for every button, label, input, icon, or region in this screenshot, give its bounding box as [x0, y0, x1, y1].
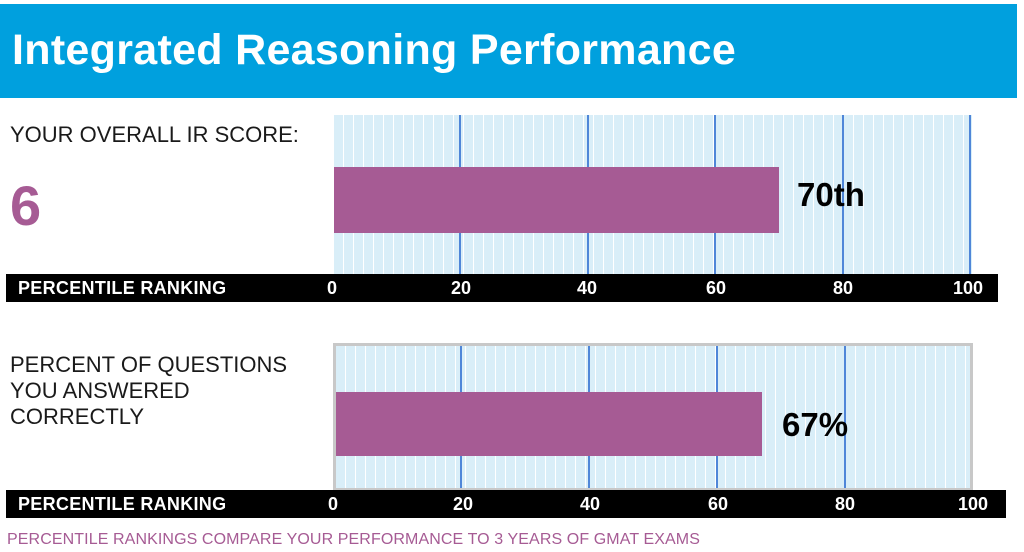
chart-1-gridline-80: [842, 115, 844, 275]
chart-2-tick-100: 100: [957, 494, 989, 514]
overall-score-value: 6: [10, 174, 42, 237]
chart-1-bar: [334, 167, 779, 233]
chart-2-bar-value-label: 67%: [782, 406, 849, 443]
chart-1-gridline-100: [969, 115, 971, 275]
chart-1-axis-bar: PERCENTILE RANKING 0 20 40 60 80 100: [6, 274, 998, 302]
chart-2-axis-title: PERCENTILE RANKING: [18, 494, 227, 514]
chart-2-tick-80: 80: [834, 494, 856, 514]
overall-score-label: YOUR OVERALL IR SCORE:: [10, 122, 299, 147]
chart-2-tick-20: 20: [452, 494, 474, 514]
chart-1-tick-20: 20: [450, 278, 472, 298]
chart-2-tick-0: 0: [327, 494, 339, 514]
chart-1-tick-60: 60: [705, 278, 727, 298]
chart-2-gridline-80: [844, 346, 846, 488]
chart-1-tick-40: 40: [576, 278, 598, 298]
percent-correct-label-line-1: PERCENT OF QUESTIONS: [10, 352, 288, 377]
chart-1-bar-value-label: 70th: [797, 176, 865, 213]
chart-1-axis-title: PERCENTILE RANKING: [18, 278, 227, 298]
page-title: Integrated Reasoning Performance: [12, 26, 737, 74]
percent-correct-label-line-2: YOU ANSWERED: [10, 378, 190, 403]
chart-1-tick-0: 0: [326, 278, 338, 298]
chart-2-tick-40: 40: [579, 494, 601, 514]
chart-2-axis-bar: PERCENTILE RANKING 0 20 40 60 80 100: [6, 490, 1006, 518]
chart-1-tick-100: 100: [952, 278, 984, 298]
percent-correct-label-line-3: CORRECTLY: [10, 404, 145, 429]
chart-2-bar: [336, 392, 762, 456]
chart-2-plot-area: [333, 343, 973, 491]
chart-1-tick-80: 80: [832, 278, 854, 298]
chart-1-plot-area: [334, 115, 972, 275]
header-banner: Integrated Reasoning Performance: [0, 4, 1017, 98]
footer-note: PERCENTILE RANKINGS COMPARE YOUR PERFORM…: [7, 531, 700, 548]
chart-2-tick-60: 60: [707, 494, 729, 514]
